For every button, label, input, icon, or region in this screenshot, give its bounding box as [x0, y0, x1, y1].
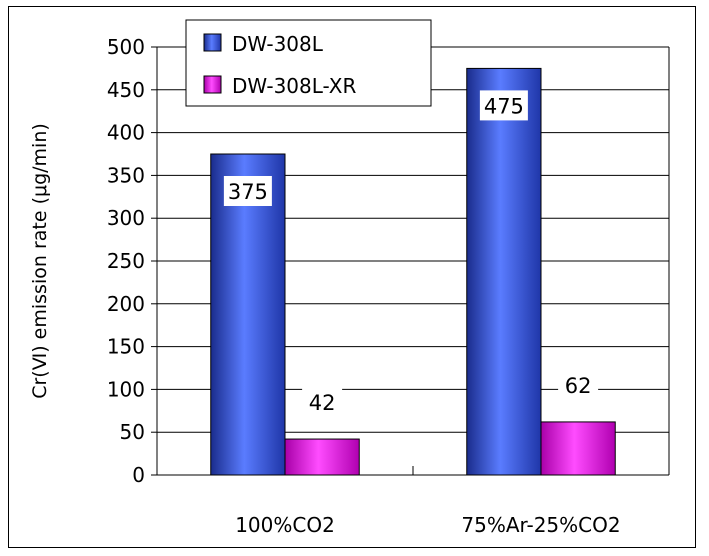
- y-tick-label: 350: [107, 163, 145, 187]
- data-label: 475: [484, 94, 524, 118]
- data-label: 62: [565, 374, 592, 398]
- bar-dw-308l: [210, 153, 286, 476]
- y-tick-label: 250: [107, 249, 145, 273]
- data-label-bg: [558, 369, 599, 400]
- y-tick-label: 100: [107, 377, 145, 401]
- data-label: 42: [309, 391, 336, 415]
- y-axis-title: Cr(Ⅵ) emission rate (μg/min): [29, 123, 51, 399]
- y-tick-label: 300: [107, 206, 145, 230]
- x-tick-labels: 100%CO2 75%Ar-25%CO2: [235, 513, 620, 537]
- legend-swatch: [203, 75, 222, 94]
- legend-box: [185, 19, 432, 107]
- y-tick-label: 400: [107, 121, 145, 145]
- y-tick-label: 0: [132, 463, 145, 487]
- legend-swatch: [203, 33, 222, 52]
- bar-dw-308l-xr: [540, 421, 616, 476]
- data-labels: 375 42 475 62: [223, 90, 599, 418]
- legend-label: DW-308L-XR: [232, 74, 356, 98]
- x-tick-label: 75%Ar-25%CO2: [461, 513, 620, 537]
- y-tick-label: 200: [107, 292, 145, 316]
- bars: [210, 67, 616, 476]
- data-label-bg: [302, 387, 343, 418]
- data-label-bg: [479, 90, 528, 121]
- legend-label: DW-308L: [232, 32, 324, 56]
- data-label-bg: [223, 176, 272, 206]
- data-label: 375: [228, 180, 268, 204]
- y-tick-label: 450: [107, 78, 145, 102]
- y-tick-label: 150: [107, 335, 145, 359]
- x-tick-label: 100%CO2: [235, 513, 335, 537]
- legend: DW-308L DW-308L-XR: [185, 19, 432, 107]
- y-tick-label: 50: [120, 420, 145, 444]
- y-tick-label: 500: [107, 35, 145, 59]
- bar-dw-308l: [466, 67, 542, 476]
- y-tick-labels: 0 50 100 150 200 250 300 350 400 450 500: [107, 35, 157, 487]
- bar-dw-308l-xr: [284, 438, 360, 476]
